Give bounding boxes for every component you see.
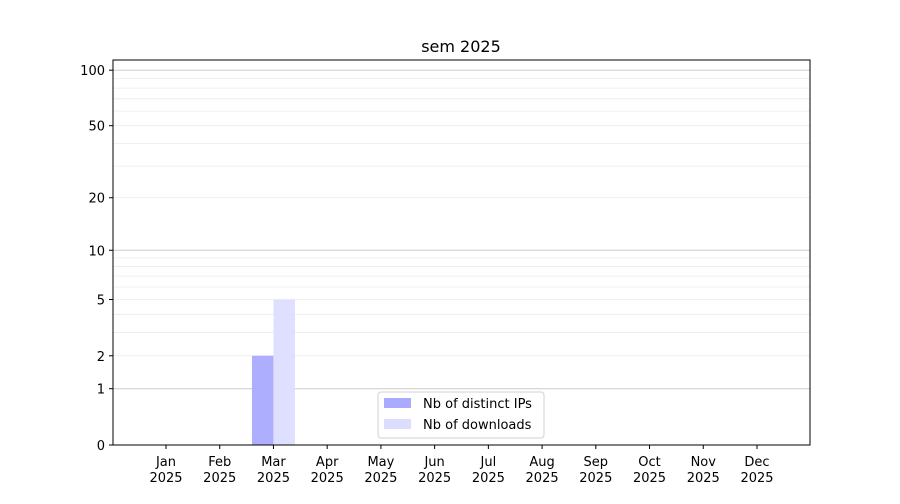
x-tick-label-year: 2025 — [257, 471, 290, 486]
x-tick-label-year: 2025 — [687, 471, 720, 486]
y-tick-label: 100 — [80, 64, 105, 79]
legend-swatch — [384, 398, 411, 408]
x-tick-label-year: 2025 — [418, 471, 451, 486]
bar-distinct-ips — [251, 355, 274, 445]
bar-downloads — [273, 299, 295, 445]
y-tick-label: 5 — [97, 293, 105, 308]
x-tick-label-month: Nov — [691, 455, 717, 470]
x-tick-label-year: 2025 — [203, 471, 236, 486]
chart-title: sem 2025 — [421, 37, 501, 56]
x-tick-label-year: 2025 — [149, 471, 182, 486]
x-tick-label-year: 2025 — [311, 471, 344, 486]
y-tick-label: 0 — [97, 439, 105, 454]
legend-label: Nb of distinct IPs — [423, 397, 532, 412]
legend-box — [377, 391, 545, 439]
x-tick-label-month: Apr — [316, 455, 339, 470]
x-tick-label-month: Jan — [155, 455, 176, 470]
x-tick-label-year: 2025 — [633, 471, 666, 486]
y-tick-label: 1 — [97, 383, 105, 398]
plot-frame — [112, 59, 811, 446]
y-tick-label: 2 — [97, 350, 105, 365]
x-tick-label-year: 2025 — [579, 471, 612, 486]
x-tick-label-month: Sep — [584, 455, 609, 470]
x-tick-label-month: Jul — [480, 455, 497, 470]
y-tick-label: 20 — [88, 192, 105, 207]
x-tick-label-month: Jun — [423, 455, 444, 470]
legend: Nb of distinct IPs Nb of downloads — [377, 391, 545, 439]
x-tick-label-month: Mar — [261, 455, 286, 470]
x-tick-label-month: Feb — [208, 455, 231, 470]
x-tick-label-month: Dec — [744, 455, 769, 470]
x-tick-label-month: May — [367, 455, 394, 470]
x-tick-label-year: 2025 — [526, 471, 559, 486]
x-tick-label-year: 2025 — [740, 471, 773, 486]
y-tick-label: 10 — [88, 244, 105, 259]
x-tick-label-year: 2025 — [472, 471, 505, 486]
legend-label: Nb of downloads — [423, 418, 532, 433]
x-tick-label-month: Aug — [529, 455, 554, 470]
x-tick-label-year: 2025 — [364, 471, 397, 486]
x-tick-label-month: Oct — [638, 455, 660, 470]
legend-swatch — [384, 419, 411, 429]
y-tick-label: 50 — [88, 120, 105, 135]
